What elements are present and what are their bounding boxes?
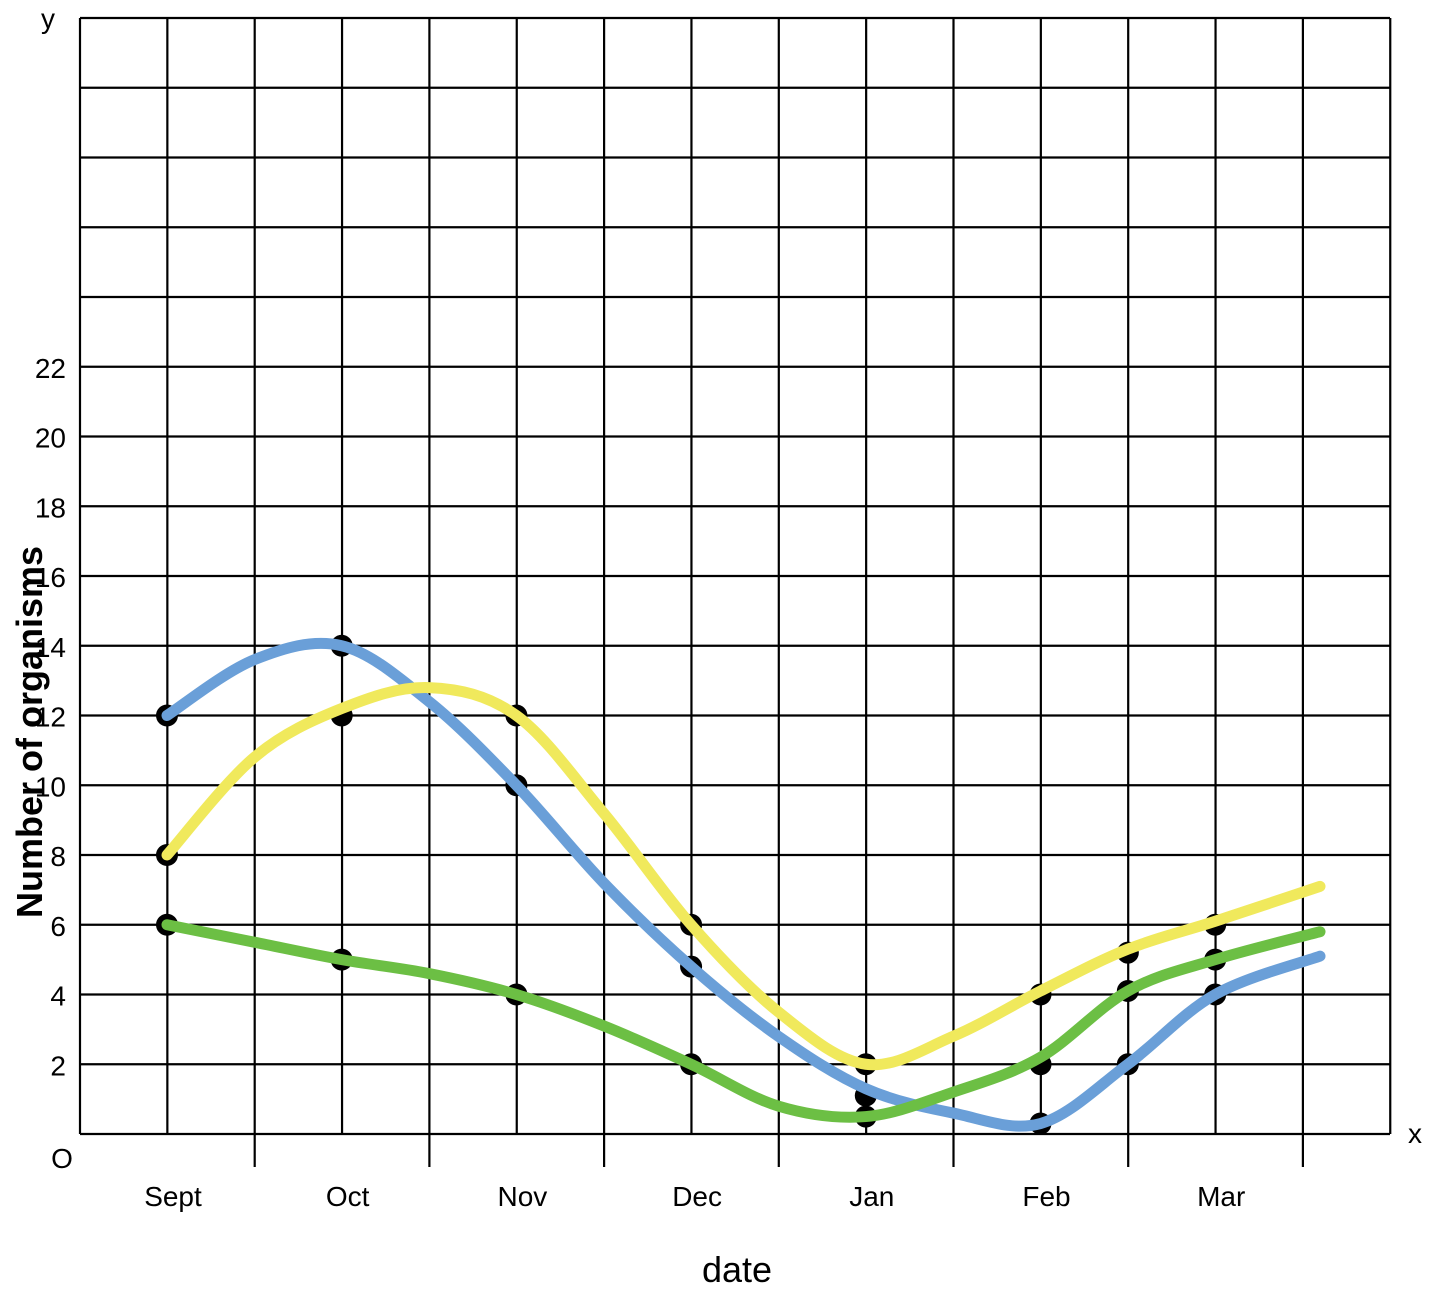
series-line-2 bbox=[161, 682, 1326, 1071]
y-tick-label: 12 bbox=[35, 702, 66, 733]
y-tick-label: 6 bbox=[50, 911, 66, 942]
y-tick-label: 20 bbox=[35, 423, 66, 454]
y-axis-letter: y bbox=[41, 3, 55, 34]
y-tick-labels: 2 4 6 8 10 12 14 16 18 20 22 bbox=[35, 353, 66, 1082]
x-tick-label: Nov bbox=[498, 1181, 548, 1212]
y-tick-label: 8 bbox=[50, 841, 66, 872]
y-axis-title: Number of organisms bbox=[9, 546, 50, 918]
y-tick-label: 22 bbox=[35, 353, 66, 384]
series-line-1 bbox=[161, 637, 1326, 1132]
x-tick-label: Oct bbox=[326, 1181, 370, 1212]
x-tick-label: Dec bbox=[672, 1181, 722, 1212]
x-tick-label: Mar bbox=[1197, 1181, 1245, 1212]
y-tick-label: 10 bbox=[35, 771, 66, 802]
x-axis-title: date bbox=[702, 1249, 772, 1289]
y-tick-label: 16 bbox=[35, 562, 66, 593]
y-tick-label: 18 bbox=[35, 492, 66, 523]
series-line-3 bbox=[161, 919, 1326, 1123]
x-axis-letter: x bbox=[1408, 1118, 1422, 1149]
y-tick-label: 4 bbox=[50, 981, 66, 1012]
x-tick-labels: Sept Oct Nov Dec Jan Feb Mar bbox=[144, 1181, 1245, 1212]
x-tick-label: Sept bbox=[144, 1181, 202, 1212]
x-tick-label: Jan bbox=[849, 1181, 894, 1212]
y-tick-label: 2 bbox=[50, 1050, 66, 1081]
chart-grid bbox=[78, 16, 1392, 1167]
origin-label: O bbox=[51, 1143, 73, 1174]
series-lines bbox=[161, 637, 1326, 1132]
y-tick-label: 14 bbox=[35, 632, 66, 663]
x-tick-label: Feb bbox=[1022, 1181, 1070, 1212]
